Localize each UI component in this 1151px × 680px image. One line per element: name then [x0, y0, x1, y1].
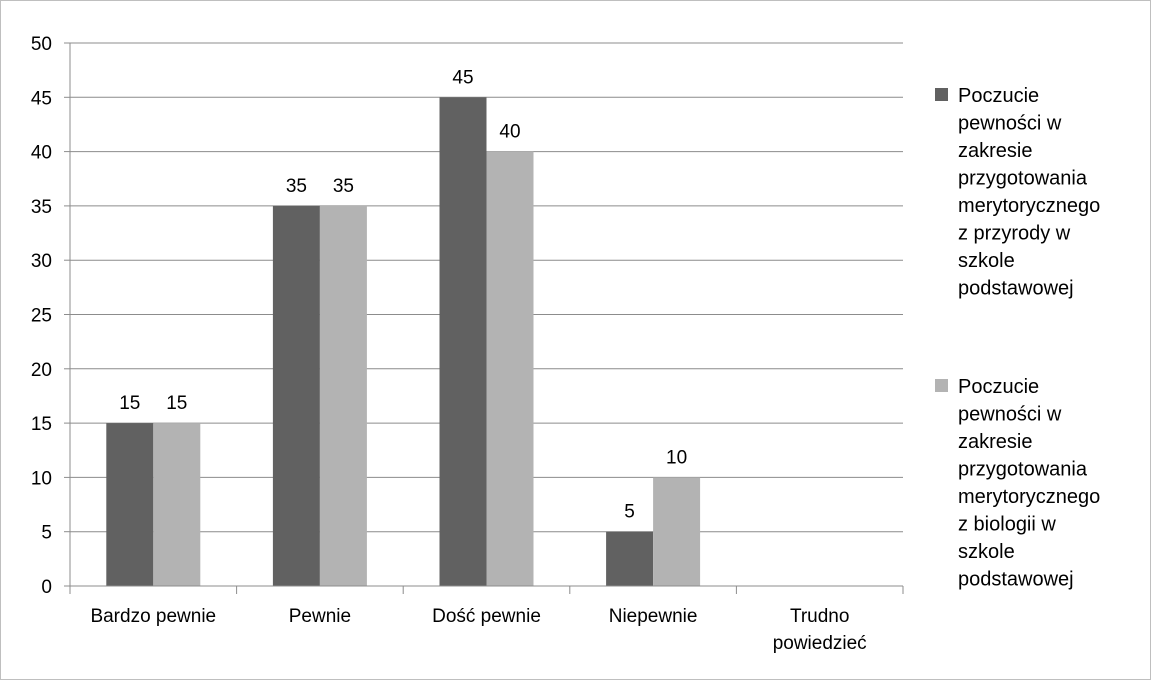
data-label: 5	[624, 502, 635, 523]
bar	[439, 97, 487, 587]
y-tick-label: 30	[31, 251, 52, 272]
bar	[272, 205, 320, 586]
x-tick-label: Trudno powiedzieć	[773, 606, 867, 654]
y-tick-label: 15	[31, 414, 52, 435]
y-tick-label: 20	[31, 360, 52, 381]
y-tick-label: 35	[31, 197, 52, 218]
bar	[653, 477, 701, 586]
y-tick-label: 0	[41, 577, 52, 598]
y-tick-label: 10	[31, 468, 52, 489]
axes: 0 5 10 15 20 25 30 35 40 45 50 Bardzo pewnie Pewnie D…	[31, 34, 904, 654]
x-tick-label: Bardzo pewnie	[90, 606, 216, 627]
legend-label: Poczucie pewności w zakresie przygotowania m…	[958, 376, 1100, 591]
x-tick-label: Dość pewnie	[432, 606, 541, 627]
y-tick-label: 40	[31, 143, 52, 164]
x-tick-label: Niepewnie	[609, 606, 698, 627]
data-label: 15	[166, 393, 187, 414]
bar	[106, 423, 154, 586]
data-label: 35	[333, 176, 354, 197]
y-tick-label: 5	[41, 523, 52, 544]
legend-swatch	[935, 379, 948, 392]
legend-swatch	[935, 88, 948, 101]
data-label: 35	[286, 176, 307, 197]
x-tick-label: Pewnie	[289, 606, 351, 627]
bar	[153, 423, 201, 586]
y-tick-label: 45	[31, 88, 52, 109]
bar	[319, 205, 367, 586]
legend-label: Poczucie pewności w zakresie przygotowania m…	[958, 85, 1100, 300]
data-label: 45	[452, 67, 473, 88]
y-tick-label: 50	[31, 34, 52, 55]
legend: Poczucie pewności w zakresie przygotowania m…	[935, 85, 1100, 591]
data-label: 40	[499, 122, 520, 143]
bar	[606, 531, 654, 586]
y-tick-label: 25	[31, 306, 52, 327]
data-label: 10	[666, 447, 687, 468]
bars	[106, 97, 701, 587]
bar	[486, 151, 534, 586]
data-labels: 15 15 35 35 45 40 5 10	[119, 67, 687, 522]
data-label: 15	[119, 393, 140, 414]
